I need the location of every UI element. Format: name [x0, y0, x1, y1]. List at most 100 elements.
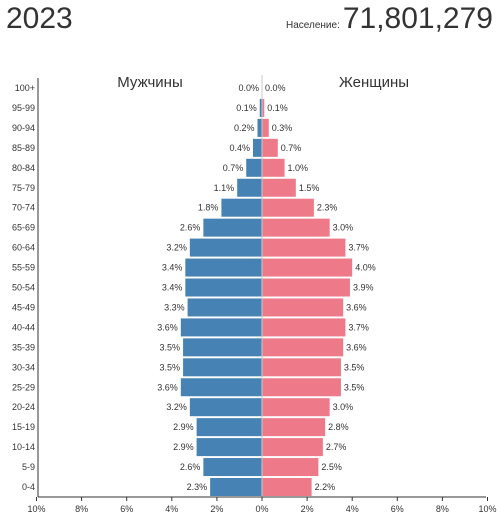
female-value-label: 1.0% — [288, 163, 309, 173]
age-label: 85-89 — [12, 143, 35, 153]
male-bar — [252, 138, 262, 157]
population-value: 71,801,279 — [342, 2, 493, 35]
x-tick-label: 2% — [210, 504, 223, 514]
male-bar — [187, 298, 262, 317]
female-value-label: 3.0% — [333, 402, 354, 412]
male-value-label: 3.5% — [160, 342, 181, 352]
x-tick-label: 10% — [27, 504, 45, 514]
male-value-label: 3.2% — [166, 402, 187, 412]
x-tick-label: 0% — [255, 504, 268, 514]
age-label: 75-79 — [12, 183, 35, 193]
male-bar — [189, 238, 262, 257]
male-value-label: 3.4% — [162, 263, 183, 273]
female-value-label: 2.2% — [315, 482, 336, 492]
male-bar — [203, 218, 262, 237]
x-tick-label: 6% — [120, 504, 133, 514]
age-label: 90-94 — [12, 123, 35, 133]
female-bar — [262, 258, 353, 277]
male-value-label: 0.7% — [223, 163, 244, 173]
male-value-label: 2.6% — [180, 223, 201, 233]
female-bar — [262, 158, 285, 177]
male-bar — [257, 118, 262, 137]
male-side-label: Мужчины — [117, 74, 182, 91]
male-value-label: 3.6% — [157, 382, 178, 392]
x-tick-label: 4% — [346, 504, 359, 514]
age-label: 50-54 — [12, 283, 35, 293]
female-value-label: 0.7% — [281, 143, 302, 153]
x-tick-label: 8% — [436, 504, 449, 514]
male-value-label: 2.9% — [173, 442, 194, 452]
female-value-label: 3.6% — [346, 302, 367, 312]
male-value-label: 3.2% — [166, 243, 187, 253]
male-value-label: 1.8% — [198, 203, 219, 213]
x-tick-label: 8% — [75, 504, 88, 514]
age-label: 0-4 — [22, 482, 35, 492]
female-bar — [262, 198, 314, 217]
female-bar — [262, 218, 330, 237]
female-bar — [262, 398, 330, 417]
female-bar — [262, 478, 312, 496]
female-bar — [262, 338, 344, 357]
male-bar — [210, 478, 262, 496]
age-label: 70-74 — [12, 203, 35, 213]
x-tick-label: 4% — [165, 504, 178, 514]
age-label: 80-84 — [12, 163, 35, 173]
female-bar — [262, 178, 296, 197]
female-bar — [262, 118, 269, 137]
male-bar — [203, 458, 262, 477]
female-value-label: 0.0% — [265, 83, 286, 93]
male-value-label: 3.6% — [157, 322, 178, 332]
male-value-label: 2.6% — [180, 462, 201, 472]
female-value-label: 0.3% — [272, 123, 293, 133]
male-bar — [259, 98, 262, 117]
age-label: 65-69 — [12, 223, 35, 233]
age-label: 5-9 — [22, 462, 35, 472]
male-value-label: 0.4% — [229, 143, 250, 153]
male-bar — [246, 158, 262, 177]
age-label: 60-64 — [12, 243, 35, 253]
age-label: 35-39 — [12, 342, 35, 352]
female-bar — [262, 438, 323, 457]
male-value-label: 2.9% — [173, 422, 194, 432]
female-value-label: 3.7% — [348, 322, 369, 332]
female-side-label: Женщины — [339, 74, 409, 91]
x-tick-label: 2% — [301, 504, 314, 514]
male-value-label: 3.3% — [164, 302, 185, 312]
age-label: 100+ — [15, 83, 35, 93]
female-bar — [262, 318, 346, 337]
female-bar — [262, 358, 341, 377]
age-label: 45-49 — [12, 302, 35, 312]
female-bar — [262, 278, 350, 297]
female-value-label: 3.7% — [348, 243, 369, 253]
x-tick-label: 10% — [478, 504, 496, 514]
male-bar — [180, 378, 262, 397]
male-bar — [196, 418, 262, 437]
age-label: 55-59 — [12, 263, 35, 273]
female-value-label: 3.9% — [353, 283, 374, 293]
male-bar — [221, 198, 262, 217]
age-label: 15-19 — [12, 422, 35, 432]
female-value-label: 2.7% — [326, 442, 347, 452]
female-value-label: 4.0% — [355, 263, 376, 273]
male-value-label: 2.3% — [187, 482, 208, 492]
female-bar — [262, 378, 341, 397]
female-value-label: 3.0% — [333, 223, 354, 233]
female-value-label: 3.5% — [344, 362, 365, 372]
age-label: 95-99 — [12, 103, 35, 113]
male-bar — [180, 318, 262, 337]
female-value-label: 2.8% — [328, 422, 349, 432]
x-tick-label: 6% — [391, 504, 404, 514]
age-label: 40-44 — [12, 322, 35, 332]
female-value-label: 3.6% — [346, 342, 367, 352]
female-bar — [262, 238, 346, 257]
female-value-label: 2.3% — [317, 203, 338, 213]
male-bar — [237, 178, 262, 197]
population-summary: Население: 71,801,279 — [286, 2, 493, 36]
age-label: 20-24 — [12, 402, 35, 412]
male-value-label: 0.1% — [236, 103, 257, 113]
population-label: Население: — [285, 20, 340, 31]
female-bar — [262, 98, 265, 117]
male-value-label: 1.1% — [214, 183, 235, 193]
male-value-label: 3.4% — [162, 283, 183, 293]
